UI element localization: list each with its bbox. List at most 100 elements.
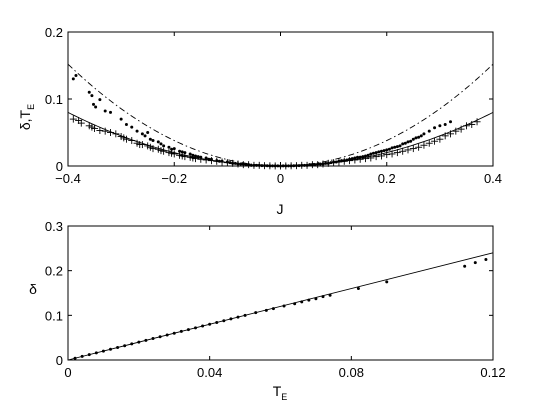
top-plus-marker: [399, 147, 407, 155]
top-plus-marker: [473, 118, 481, 126]
top-plus-marker: [388, 150, 396, 158]
top-tick-labels: −0.4 −0.2 0 0.2 0.4 0 0.1 0.2: [45, 25, 502, 186]
bottom-dot-marker: [222, 319, 226, 323]
bottom-chart: 0 0.04 0.08 0.12 0 0.1 0.2 0.3 TE δ: [29, 219, 506, 402]
top-plus-marker: [138, 141, 146, 149]
top-plus-marker: [436, 135, 444, 143]
top-x-tick-label: −0.2: [161, 171, 187, 186]
top-plus-marker: [330, 159, 338, 167]
top-y-tick-label: 0: [56, 159, 63, 174]
bottom-dot-marker: [254, 311, 258, 315]
top-dot-marker: [94, 105, 98, 109]
top-dot-marker: [406, 140, 410, 144]
bottom-dot-marker: [144, 338, 148, 342]
top-plus-marker: [149, 145, 157, 153]
bottom-dot-marker: [73, 356, 77, 360]
top-dot-marker: [350, 157, 354, 161]
bottom-y-axis-label: δ: [29, 281, 37, 297]
top-plus-marker: [441, 132, 449, 140]
top-dot-marker: [103, 109, 107, 113]
top-plus-marker: [234, 160, 242, 168]
top-dot-marker: [433, 126, 437, 130]
bottom-x-tick-label: 0.08: [339, 365, 364, 380]
bottom-dot-marker: [236, 315, 240, 319]
top-y-axis-label-sub: E: [26, 104, 36, 110]
top-dot-marker: [183, 151, 187, 155]
top-plus-marker: [112, 130, 120, 138]
top-dot-marker: [98, 98, 102, 102]
top-plus-marker: [207, 157, 215, 165]
bottom-dot-marker: [314, 297, 318, 301]
top-dot-marker: [167, 145, 171, 149]
top-plus-marker: [245, 161, 253, 169]
top-plus-marker: [303, 161, 311, 169]
top-curves: [67, 63, 494, 167]
top-plus-marker: [77, 119, 85, 127]
bottom-dot-marker: [87, 353, 91, 357]
bottom-dot-marker: [165, 333, 169, 337]
top-dot-marker: [148, 137, 152, 141]
top-dot-marker: [151, 139, 155, 143]
top-x-tick-label: −0.4: [55, 171, 81, 186]
bottom-dot-marker: [194, 326, 197, 330]
top-dot-marker: [130, 125, 134, 129]
top-dot-marker: [401, 142, 405, 146]
top-plus-marker: [468, 120, 476, 128]
top-dot-marker: [403, 141, 407, 145]
top-plus-marker: [457, 125, 465, 133]
bottom-x-tick-label: 0: [64, 365, 71, 380]
bottom-x-tick-label: 0.04: [197, 365, 222, 380]
top-plus-marker: [202, 156, 210, 164]
top-x-tick-label: 0: [277, 171, 284, 186]
bottom-dot-marker: [484, 258, 488, 261]
bottom-x-axis-label-sub: E: [281, 392, 287, 402]
top-plus-marker: [340, 157, 348, 165]
top-dot-marker: [390, 146, 394, 150]
top-chart: −0.4 −0.2 0 0.2 0.4 0 0.1 0.2 J δ,TE: [17, 25, 502, 217]
bottom-dot-marker: [137, 340, 141, 344]
bottom-ticks: [67, 225, 494, 361]
top-dot-marker: [366, 153, 370, 157]
top-plus-marker: [431, 137, 439, 145]
bottom-dot-marker: [463, 264, 467, 268]
top-plus-marker: [101, 127, 109, 135]
bottom-dot-marker: [282, 304, 286, 308]
bottom-dot-marker: [473, 261, 477, 265]
top-dot-marker: [196, 155, 200, 159]
bottom-dot-marker: [321, 295, 325, 299]
top-dot-marker: [385, 148, 389, 152]
top-plus-marker: [128, 137, 136, 145]
top-dot-marker: [443, 122, 447, 126]
top-dot-marker: [393, 145, 397, 149]
top-markers: [69, 74, 481, 170]
top-dot-marker: [411, 137, 415, 141]
bottom-dot-marker: [130, 342, 134, 346]
top-dot-marker: [377, 150, 381, 154]
top-plus-marker: [372, 153, 380, 161]
top-plus-marker: [409, 145, 417, 153]
top-dot-marker: [356, 155, 360, 159]
top-dot-marker: [417, 135, 421, 139]
top-y-tick-label: 0.2: [45, 25, 63, 40]
bottom-dot-marker: [385, 280, 389, 284]
top-dot-marker: [409, 139, 413, 143]
top-plus-marker: [218, 158, 226, 166]
top-plus-marker: [181, 153, 189, 161]
top-dot-marker: [178, 149, 182, 153]
top-plus-marker: [404, 146, 412, 154]
bottom-dot-marker: [328, 293, 332, 297]
bottom-dot-marker: [158, 335, 162, 339]
top-dot-marker: [170, 147, 174, 151]
bottom-dot-marker: [307, 298, 311, 302]
top-y-axis-label-group: δ,TE: [17, 104, 36, 130]
top-plus-marker: [122, 135, 130, 143]
top-dot-marker: [398, 144, 402, 148]
top-plus-marker: [362, 155, 369, 163]
bottom-dot-marker: [215, 320, 219, 324]
top-dot-marker: [374, 151, 378, 155]
bottom-dot-marker: [172, 331, 176, 335]
bottom-dot-marker: [300, 300, 304, 304]
top-plus-marker: [420, 141, 428, 149]
bottom-y-tick-label: 0.1: [45, 308, 63, 323]
